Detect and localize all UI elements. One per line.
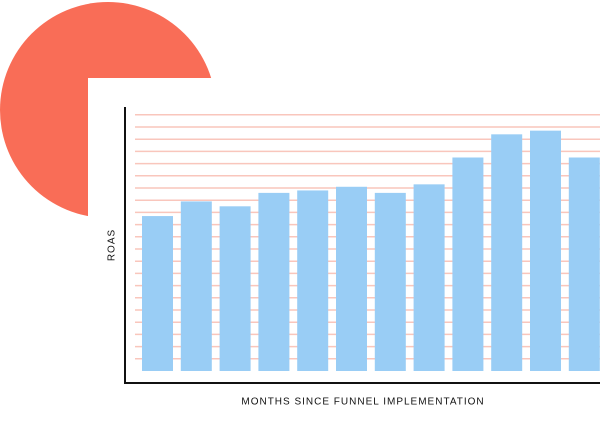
x-axis-label: MONTHS SINCE FUNNEL IMPLEMENTATION bbox=[241, 397, 484, 408]
bar bbox=[336, 186, 367, 371]
bar bbox=[491, 134, 523, 371]
bar bbox=[530, 130, 561, 371]
bar bbox=[219, 206, 251, 371]
bar bbox=[142, 216, 173, 371]
bar bbox=[258, 192, 290, 371]
bar bbox=[413, 184, 445, 371]
bar bbox=[452, 157, 484, 371]
bar bbox=[374, 192, 406, 371]
y-axis-label: ROAS bbox=[107, 229, 118, 261]
bar bbox=[297, 190, 329, 371]
bar bbox=[568, 157, 600, 371]
bar bbox=[180, 201, 212, 371]
